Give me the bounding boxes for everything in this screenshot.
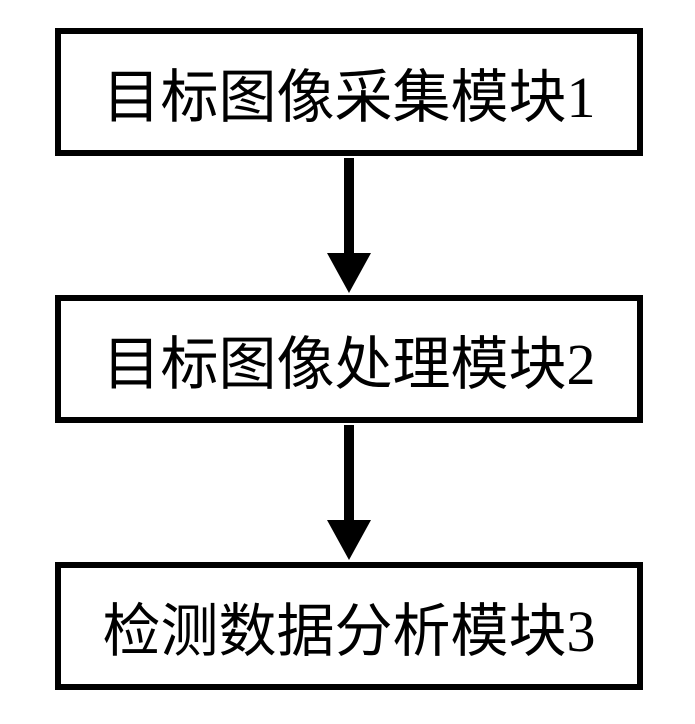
flow-box-2: 目标图像处理模块2	[55, 295, 643, 423]
flow-box-3: 检测数据分析模块3	[55, 562, 643, 690]
arrow-2-line	[344, 425, 354, 523]
flow-box-1-label: 目标图像采集模块1	[102, 50, 595, 134]
arrow-1-head-icon	[327, 253, 371, 293]
arrow-1-line	[344, 158, 354, 256]
flow-box-1: 目标图像采集模块1	[55, 28, 643, 156]
flow-box-3-label: 检测数据分析模块3	[102, 584, 595, 668]
arrow-2-head-icon	[327, 520, 371, 560]
flow-box-2-label: 目标图像处理模块2	[102, 317, 595, 401]
